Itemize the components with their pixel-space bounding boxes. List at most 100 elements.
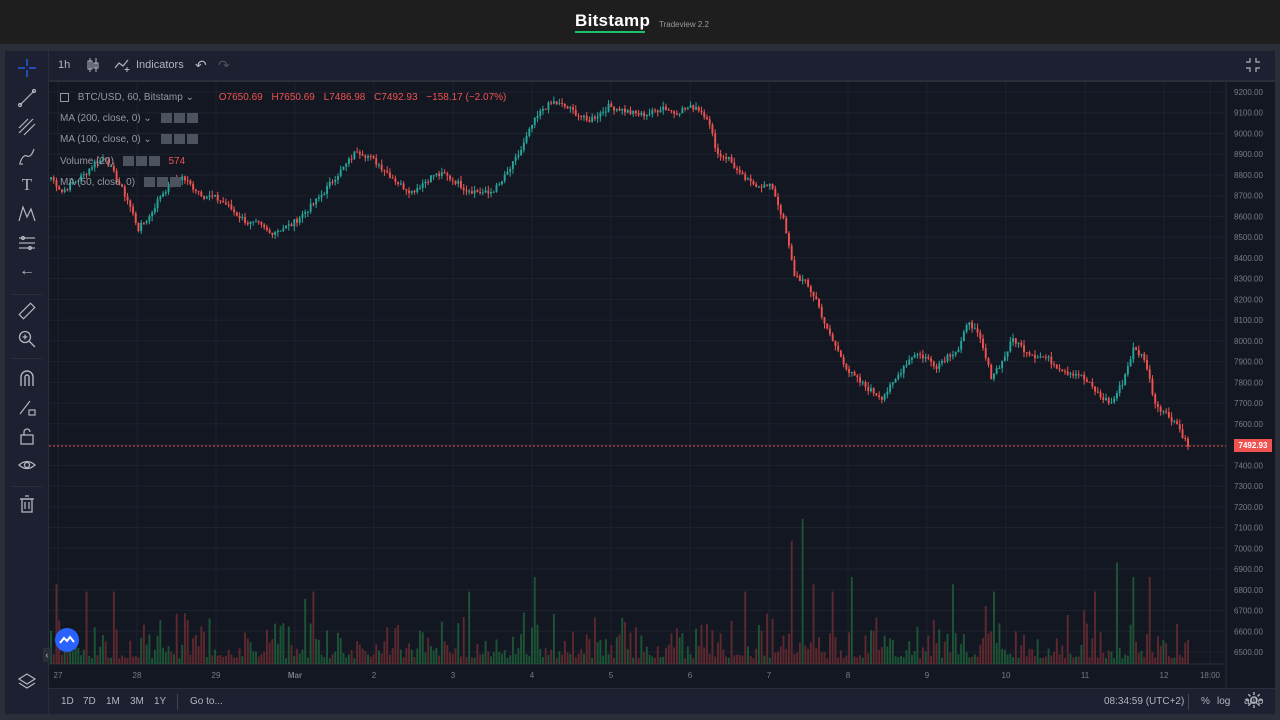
candle-body <box>367 156 370 158</box>
layers-icon[interactable] <box>17 671 37 691</box>
arrow-left-icon[interactable]: ← <box>19 262 35 279</box>
ruler-icon[interactable] <box>17 301 37 321</box>
candle-body <box>662 106 665 111</box>
close-icon[interactable] <box>186 113 198 124</box>
volume-bar <box>132 656 134 664</box>
settings-icon[interactable] <box>160 134 172 145</box>
crosshair-icon[interactable] <box>17 58 37 78</box>
hide-icon[interactable] <box>173 134 185 145</box>
price-chart[interactable]: 9200.00 9100.00 9000.00 8900.00 8800.00 8700.… <box>49 82 1275 688</box>
clock-label[interactable]: 08:34:59 (UTC+2) <box>1104 696 1185 707</box>
log-toggle[interactable]: log <box>1217 696 1231 707</box>
indicator-label[interactable]: MA (100, close, 0) <box>60 134 141 145</box>
range-3m[interactable]: 3M <box>130 696 144 707</box>
unlock-icon[interactable] <box>17 426 37 446</box>
indicators-icon[interactable] <box>114 57 132 76</box>
candle-body <box>487 190 490 194</box>
tradingview-logo-icon[interactable] <box>55 628 79 652</box>
volume-bar <box>971 656 974 664</box>
indicator-label[interactable]: MA (50, close, 0) <box>60 177 136 188</box>
hide-icon[interactable] <box>135 156 147 167</box>
auto-toggle[interactable]: auto <box>1244 696 1264 707</box>
chevron-down-icon[interactable]: ⌄ <box>185 92 194 103</box>
brush-icon[interactable] <box>17 146 37 166</box>
candle-body <box>372 156 375 159</box>
y-tick-label: 8700.00 <box>1234 192 1263 201</box>
range-1d[interactable]: 1D <box>61 696 74 707</box>
volume-bar <box>388 654 391 664</box>
volume-bar <box>561 654 564 664</box>
volume-bar <box>569 653 572 664</box>
candle-body <box>900 373 902 375</box>
pattern-icon[interactable] <box>17 204 37 224</box>
candle-body <box>643 112 646 117</box>
symbol-label[interactable]: BTC/USD, 60, Bitstamp <box>77 92 183 103</box>
candles-icon[interactable] <box>86 57 100 76</box>
range-1y[interactable]: 1Y <box>154 696 167 707</box>
y-tick-label: 9100.00 <box>1234 109 1263 118</box>
fib-icon[interactable] <box>17 117 37 137</box>
close-icon[interactable] <box>169 177 181 188</box>
hide-icon[interactable] <box>156 177 168 188</box>
candle-body <box>440 172 443 176</box>
volume-bar <box>52 654 55 664</box>
chart-pane[interactable]: 9200.00 9100.00 9000.00 8900.00 8800.00 8700.… <box>49 82 1275 688</box>
settings-icon[interactable] <box>143 177 155 188</box>
fullscreen-icon[interactable] <box>1245 57 1261 76</box>
candle-body <box>1088 381 1091 383</box>
chevron-down-icon[interactable]: ⌄ <box>143 134 152 145</box>
brand-logo[interactable]: Bitstamp <box>575 11 651 30</box>
interval-button[interactable]: 1h <box>58 59 71 71</box>
volume-bar <box>320 654 323 664</box>
range-7d[interactable]: 7D <box>83 696 96 707</box>
indicator-label[interactable]: Volume (20) <box>60 156 114 167</box>
candle-body <box>69 182 72 191</box>
candle-body <box>134 213 137 223</box>
candle-body <box>626 110 629 113</box>
undo-icon[interactable]: ↶ <box>195 57 207 73</box>
trash-icon[interactable] <box>17 494 37 514</box>
close-icon[interactable] <box>148 156 160 167</box>
candle-body <box>71 182 74 184</box>
indicator-label[interactable]: MA (200, close, 0) <box>60 113 141 124</box>
trend-line-icon[interactable] <box>17 88 37 108</box>
chevron-down-icon[interactable]: ⌄ <box>143 113 152 124</box>
hide-icon[interactable] <box>173 113 185 124</box>
volume-bar <box>932 620 935 664</box>
prediction-icon[interactable] <box>17 233 37 253</box>
candle-body <box>613 106 615 111</box>
candle-body <box>583 115 585 118</box>
volume-bar <box>350 650 353 664</box>
eye-icon[interactable] <box>17 455 37 475</box>
lock-drawing-icon[interactable] <box>17 397 37 417</box>
magnet-icon[interactable] <box>17 368 37 388</box>
redo-icon[interactable]: ↷ <box>218 57 230 73</box>
volume-bar <box>317 639 320 664</box>
volume-bar <box>315 639 318 664</box>
range-1m[interactable]: 1M <box>106 696 120 707</box>
candle-body <box>274 232 277 235</box>
gear-icon[interactable] <box>1244 690 1264 710</box>
volume-bar <box>517 648 520 664</box>
text-tool-icon[interactable]: T <box>21 175 33 194</box>
volume-bar <box>542 657 544 664</box>
candle-body <box>460 180 462 188</box>
candle-body <box>123 186 126 197</box>
indicator-legend-ma200: MA (200, close, 0) ⌄ <box>60 113 200 124</box>
settings-icon[interactable] <box>160 113 172 124</box>
volume-bar <box>167 646 170 664</box>
indicators-button[interactable]: Indicators <box>136 59 184 71</box>
volume-bar <box>358 644 361 664</box>
zoom-icon[interactable] <box>17 329 37 349</box>
candle-body <box>416 188 419 193</box>
chevron-left-icon[interactable]: ‹ <box>43 648 51 662</box>
goto-button[interactable]: Go to... <box>190 696 223 707</box>
collapse-legend-icon[interactable] <box>60 92 69 102</box>
close-icon[interactable] <box>186 134 198 145</box>
settings-icon[interactable] <box>122 156 134 167</box>
volume-bar <box>80 655 83 664</box>
candle-body <box>380 164 383 170</box>
volume-bar <box>367 654 370 664</box>
volume-bar <box>747 646 749 664</box>
percent-toggle[interactable]: % <box>1201 696 1210 707</box>
